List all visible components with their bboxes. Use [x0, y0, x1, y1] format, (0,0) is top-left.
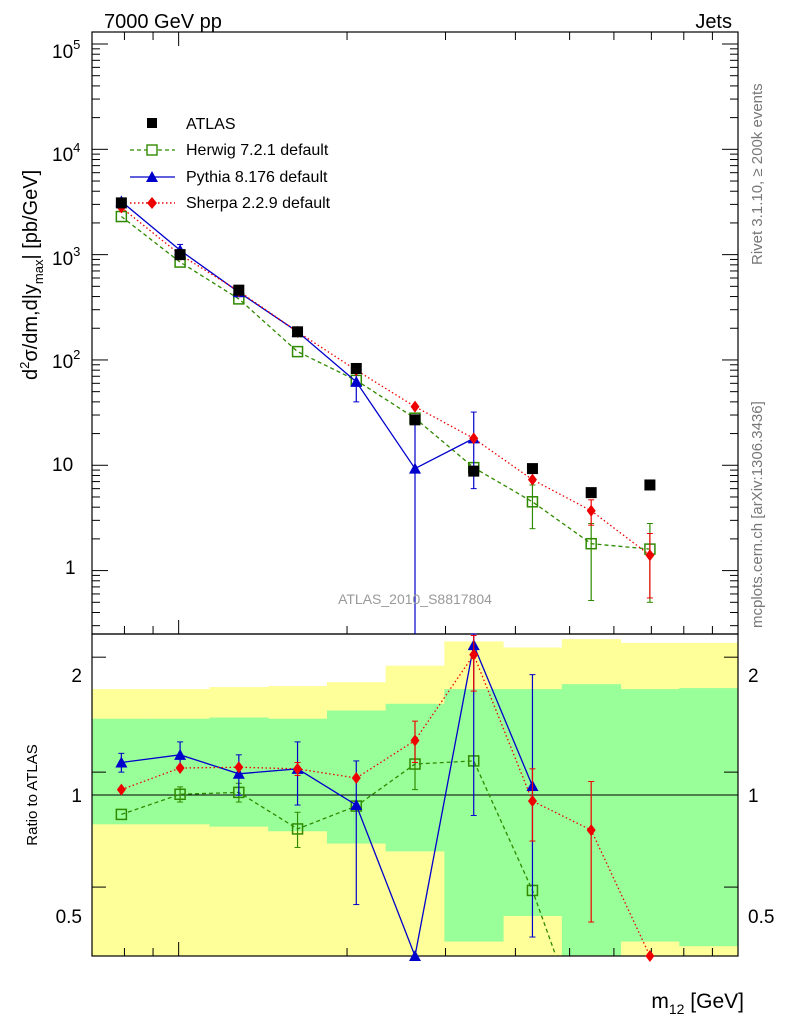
y-tick-label-1e4: 104: [52, 140, 80, 166]
mcplots-label: mcplots.cern.ch [arXiv:1306.3436]: [749, 401, 766, 628]
legend-label-herwig: Herwig 7.2.1 default: [186, 142, 329, 159]
main-point-sherpa: [469, 432, 479, 445]
legend-marker-pythia: [146, 171, 158, 182]
main-point-herwig: [291, 345, 304, 358]
main-point-atlas: [644, 479, 656, 491]
legend-item-atlas: ATLAS: [147, 116, 236, 133]
ratio-point-pythia: [115, 756, 128, 768]
main-point-atlas: [233, 284, 245, 296]
main-point-atlas: [174, 249, 186, 261]
main-point-atlas: [468, 465, 480, 477]
main-y-tick-labels: 105 104 103 102 10 1: [52, 37, 80, 579]
y-tick-label-10: 10: [52, 455, 73, 476]
ratio-point-herwig: [115, 808, 128, 821]
main-point-herwig: [526, 496, 539, 508]
main-point-atlas: [292, 326, 304, 338]
ratio-point-sherpa: [410, 734, 420, 747]
main-point-sherpa: [645, 549, 655, 562]
main-point-atlas: [350, 362, 362, 374]
y-tick-label-1e5: 105: [52, 37, 80, 63]
ratio-point-sherpa: [469, 648, 479, 661]
ratio-point-pythia: [232, 767, 245, 779]
ratio-point-sherpa: [175, 762, 185, 775]
main-series: [115, 195, 656, 634]
main-point-atlas: [526, 463, 538, 475]
ratio-point-sherpa: [116, 783, 126, 796]
rivet-label: Rivet 3.1.10, ≥ 200k events: [749, 83, 766, 265]
y-tick-label-1: 1: [65, 558, 76, 579]
analysis-watermark: ATLAS_2010_S8817804: [338, 591, 492, 607]
band-inner-10: [679, 688, 739, 947]
ratio-series: [115, 633, 655, 962]
ratio-point-pythia: [350, 799, 363, 811]
main-point-atlas: [409, 414, 421, 426]
ratio-y-tick-labels: 2 1 0.5 2 1 0.5: [56, 666, 775, 928]
legend-marker-herwig: [146, 144, 158, 156]
ratio-point-pythia: [174, 748, 187, 760]
main-point-sherpa: [527, 473, 537, 486]
band-inner-9: [620, 689, 680, 942]
ratio-axis-label: Ratio to ATLAS: [24, 744, 41, 845]
legend-item-sherpa: Sherpa 2.2.9 default: [130, 195, 331, 212]
y-tick-label-1e3: 103: [52, 244, 80, 270]
legend: ATLAS Herwig 7.2.1 default Pythia 8.176 …: [130, 116, 331, 212]
main-line-sherpa: [120, 207, 651, 556]
ratio-point-herwig: [291, 823, 304, 835]
main-point-atlas: [115, 197, 127, 209]
legend-label-atlas: ATLAS: [186, 116, 236, 133]
main-point-sherpa: [586, 504, 596, 517]
ratio-point-sherpa: [645, 950, 655, 962]
ratio-tick-05-right: 0.5: [748, 907, 774, 928]
legend-marker-sherpa: [147, 197, 157, 209]
header-left: 7000 GeV pp: [104, 11, 222, 33]
legend-item-pythia: Pythia 8.176 default: [130, 169, 328, 186]
main-point-pythia: [409, 462, 421, 474]
legend-label-pythia: Pythia 8.176 default: [186, 169, 328, 186]
ratio-tick-2: 2: [71, 666, 82, 687]
ratio-point-sherpa: [527, 795, 537, 808]
ratio-point-sherpa: [351, 772, 361, 785]
x-axis-label: m12 [GeV]: [651, 990, 744, 1017]
ratio-tick-1-right: 1: [748, 786, 759, 807]
legend-item-herwig: Herwig 7.2.1 default: [130, 142, 329, 159]
ratio-line-pythia: [121, 642, 534, 959]
main-point-pythia: [350, 375, 363, 387]
main-line-herwig: [120, 216, 650, 550]
ratio-point-sherpa: [586, 824, 596, 837]
main-point-sherpa: [410, 400, 420, 413]
ratio-tick-2-right: 2: [748, 666, 759, 687]
ratio-point-sherpa: [293, 762, 303, 775]
ratio-point-sherpa: [234, 761, 244, 774]
ratio-tick-05: 0.5: [56, 907, 82, 928]
legend-label-sherpa: Sherpa 2.2.9 default: [186, 195, 331, 212]
main-point-atlas: [585, 487, 597, 499]
axis-ticks: [91, 32, 739, 956]
uncertainty-bands: [92, 639, 739, 956]
ratio-tick-1: 1: [71, 786, 82, 807]
y-axis-label: d2σ/dm,d|ymax| [pb/GeV]: [17, 170, 46, 380]
ratio-point-herwig: [174, 788, 186, 801]
legend-marker-atlas: [147, 118, 157, 128]
header-right: Jets: [695, 11, 732, 33]
main-point-herwig: [585, 537, 597, 550]
ratio-point-pythia: [409, 950, 421, 961]
y-tick-label-1e2: 102: [52, 347, 80, 373]
